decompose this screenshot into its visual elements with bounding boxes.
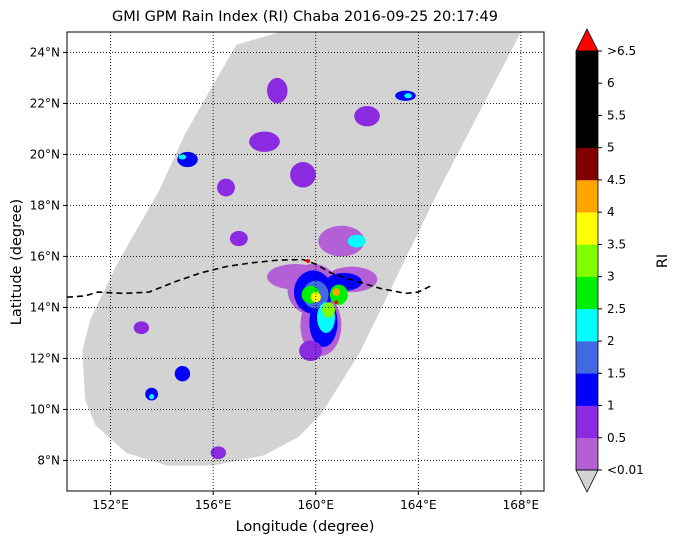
storm-center-marker-1 (334, 300, 339, 305)
colorbar-tick-label-8: 4 (607, 205, 615, 219)
colorbar-segment-0 (576, 437, 598, 471)
colorbar-tick-label-1: 0.5 (607, 431, 626, 445)
lon-tick-label-3: 164°E (400, 498, 437, 512)
latitude-ticks: 8°N 10°N 12°N 14°N 16°N 18°N 20°N 22°N 24°N (30, 45, 67, 467)
colorbar-segment-7 (576, 212, 598, 245)
storm-center-marker-0 (306, 258, 311, 263)
rain-cell-24 (217, 178, 235, 197)
lat-tick-label-8: 24°N (30, 45, 60, 59)
lat-tick-label-5: 18°N (30, 198, 60, 212)
y-axis-label: Latitude (degree) (9, 199, 25, 325)
colorbar-tick-label-0: <0.01 (607, 463, 644, 477)
colorbar-tick-label-10: 5 (607, 141, 615, 155)
rain-cell-15 (299, 340, 323, 361)
colorbar-tick-label-4: 2 (607, 334, 615, 348)
lat-tick-label-6: 20°N (30, 147, 60, 161)
rain-cell-23 (404, 93, 412, 99)
colorbar-segment-11 (576, 83, 598, 116)
storm-track (67, 258, 435, 298)
rain-cell-14 (332, 288, 341, 296)
colorbar-tick-label-9: 4.5 (607, 173, 626, 187)
storm-center-markers (306, 258, 339, 305)
colorbar-tick-label-3: 1.5 (607, 366, 626, 380)
colorbar-tick-label-2: 1 (607, 399, 615, 413)
colorbar-tick-label-13: >6.5 (607, 44, 636, 58)
colorbar-segment-12 (576, 51, 598, 84)
lon-tick-label-1: 156°E (195, 498, 232, 512)
rain-cell-19 (174, 366, 191, 382)
lat-tick-label-2: 12°N (30, 351, 60, 365)
colorbar-segment-4 (576, 308, 598, 342)
lat-tick-label-7: 22°N (30, 96, 60, 110)
lon-tick-label-4: 168°E (503, 498, 540, 512)
colorbar-over-triangle (575, 28, 599, 52)
map-title: GMI GPM Rain Index (RI) Chaba 2016-09-25… (112, 9, 498, 25)
lat-tick-label-3: 14°N (30, 300, 60, 314)
lat-tick-label-4: 16°N (30, 249, 60, 263)
x-axis-label: Longitude (degree) (236, 519, 375, 535)
lon-tick-label-0: 152°E (92, 498, 129, 512)
colorbar-under-triangle (575, 469, 599, 493)
rain-cell-4 (318, 225, 365, 257)
rain-cell-27 (354, 105, 380, 127)
lat-tick-label-1: 10°N (30, 402, 60, 416)
rain-cell-16 (347, 234, 366, 248)
rain-cell-18 (178, 154, 187, 160)
rain-cell-21 (149, 394, 155, 400)
colorbar: <0.01 0.5 1 1.5 2 2.5 3 3.5 4 4.5 5 5.5 6 >6.5 (575, 28, 644, 493)
colorbar-segment-6 (576, 244, 598, 277)
colorbar-tick-label-6: 3 (607, 270, 615, 284)
colorbar-tick-label-5: 2.5 (607, 302, 626, 316)
lon-tick-label-2: 160°E (298, 498, 335, 512)
rain-cell-26 (290, 162, 316, 188)
map-area (67, 32, 544, 491)
colorbar-segment-2 (576, 373, 598, 406)
colorbar-segment-10 (576, 115, 598, 148)
rain-cell-25 (249, 131, 280, 152)
rain-cell-28 (229, 230, 248, 247)
rain-cell-31 (133, 321, 150, 335)
colorbar-segment-9 (576, 147, 598, 181)
rain-cell-29 (267, 77, 288, 104)
colorbar-segment-1 (576, 405, 598, 439)
map-frame (66, 31, 545, 492)
colorbar-label: RI (655, 254, 671, 268)
lat-tick-label-0: 8°N (37, 453, 60, 467)
satellite-swath (82, 32, 521, 466)
longitude-ticks: 152°E 156°E 160°E 164°E 168°E (92, 491, 539, 512)
colorbar-frame (575, 50, 599, 471)
rain-cell-12 (322, 302, 335, 318)
colorbar-segment-5 (576, 276, 598, 310)
rain-cell-30 (210, 446, 227, 460)
colorbar-tick-label-11: 5.5 (607, 108, 626, 122)
colorbar-segment-8 (576, 179, 598, 213)
colorbar-tick-label-7: 3.5 (607, 237, 626, 251)
colorbar-segment-3 (576, 341, 598, 374)
colorbar-tick-label-12: 6 (607, 76, 615, 90)
rain-cell-13 (310, 292, 321, 303)
